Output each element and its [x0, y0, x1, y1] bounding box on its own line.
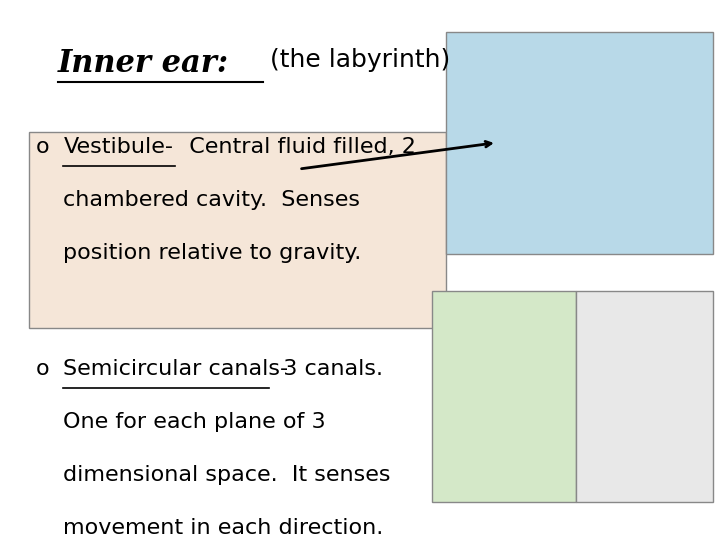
Text: Vestibule-: Vestibule-: [63, 137, 174, 157]
Text: o: o: [36, 137, 50, 157]
Bar: [446, 32, 713, 254]
Bar: [576, 291, 713, 502]
Text: position relative to gravity.: position relative to gravity.: [63, 243, 361, 263]
Text: Inner ear:: Inner ear:: [58, 48, 229, 78]
Bar: [432, 291, 576, 502]
Text: (the labyrinth): (the labyrinth): [270, 48, 450, 71]
Text: o: o: [36, 359, 50, 379]
Text: 3 canals.: 3 canals.: [269, 359, 382, 379]
Text: movement in each direction.: movement in each direction.: [63, 518, 384, 538]
Text: Central fluid filled, 2: Central fluid filled, 2: [175, 137, 416, 157]
Text: Semicircular canals-: Semicircular canals-: [63, 359, 289, 379]
Text: chambered cavity.  Senses: chambered cavity. Senses: [63, 190, 361, 210]
Text: dimensional space.  It senses: dimensional space. It senses: [63, 465, 391, 485]
Bar: [29, 132, 446, 328]
Text: One for each plane of 3: One for each plane of 3: [63, 412, 326, 432]
